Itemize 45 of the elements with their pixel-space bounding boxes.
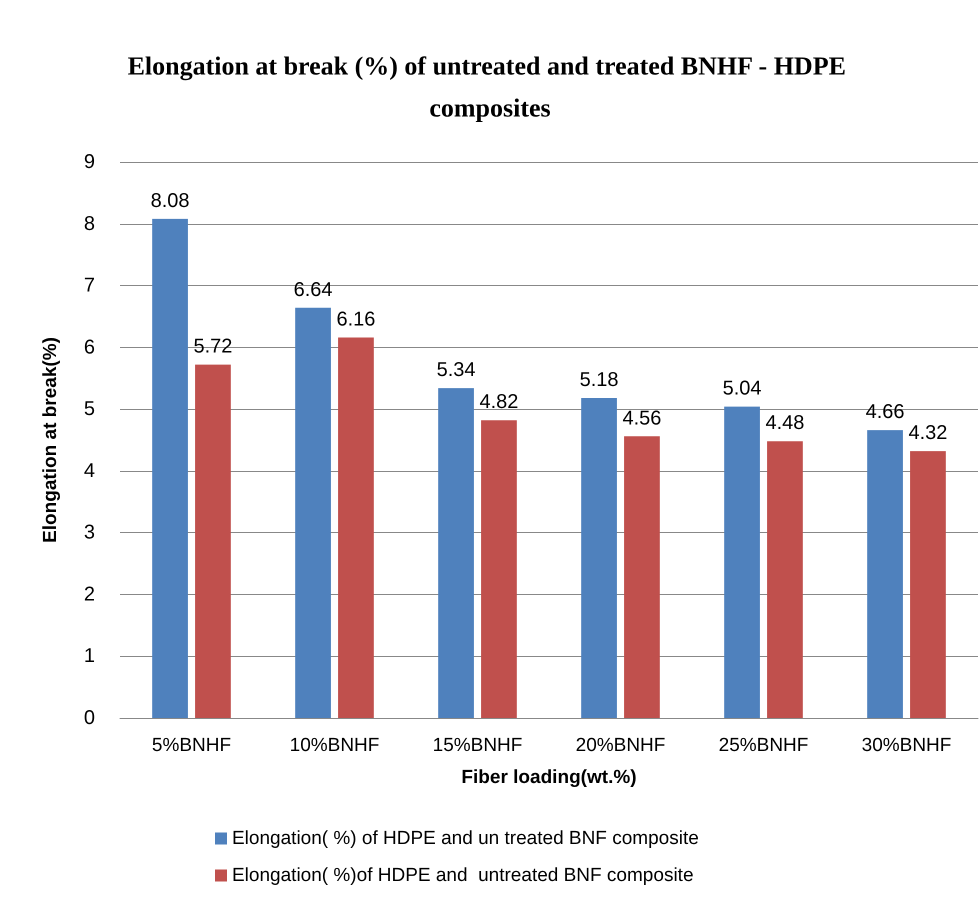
bar bbox=[152, 218, 188, 718]
legend-label: Elongation( %) of HDPE and un treated BNF composite bbox=[232, 828, 699, 849]
data-label: 5.34 bbox=[436, 359, 476, 382]
data-label: 6.64 bbox=[294, 278, 333, 301]
bar bbox=[295, 308, 331, 718]
y-tick-label: 4 bbox=[84, 460, 95, 482]
bar bbox=[767, 441, 803, 718]
y-tick-label: 1 bbox=[84, 645, 95, 668]
bar bbox=[438, 388, 474, 718]
bar bbox=[338, 337, 374, 718]
y-tick-label: 5 bbox=[84, 398, 95, 420]
data-label: 4.56 bbox=[622, 407, 662, 430]
bar bbox=[581, 398, 617, 718]
data-label: 4.48 bbox=[765, 412, 804, 434]
bar bbox=[910, 451, 946, 718]
bar bbox=[867, 430, 903, 718]
y-tick-label: 3 bbox=[84, 522, 95, 544]
legend-label: Elongation( %)of HDPE and untreated BNF composite bbox=[232, 865, 694, 886]
y-axis-title: Elongation at break(%) bbox=[40, 337, 61, 543]
x-tick-label: 5%BNHF bbox=[152, 735, 232, 756]
bar bbox=[624, 436, 660, 718]
data-label: 5.04 bbox=[722, 378, 762, 400]
data-label: 4.82 bbox=[479, 391, 518, 414]
y-tick-label: 9 bbox=[84, 151, 95, 173]
x-tick-label: 25%BNHF bbox=[718, 735, 808, 756]
x-tick-label: 10%BNHF bbox=[290, 735, 380, 756]
chart-title: Elongation at break (%) of untreated and treated BNHF - HDPE composites bbox=[128, 52, 852, 122]
bar bbox=[195, 364, 231, 718]
x-tick-label: 30%BNHF bbox=[862, 735, 952, 756]
y-tick-label: 0 bbox=[84, 707, 95, 729]
x-tick-label: 15%BNHF bbox=[432, 735, 522, 756]
data-label: 4.32 bbox=[908, 422, 948, 444]
y-tick-label: 6 bbox=[84, 336, 95, 358]
data-label: 5.72 bbox=[193, 336, 232, 358]
y-tick-label: 2 bbox=[84, 583, 95, 606]
y-tick-label: 7 bbox=[84, 274, 95, 297]
y-tick-label: 8 bbox=[84, 212, 95, 235]
bar bbox=[724, 406, 760, 718]
data-label: 6.16 bbox=[336, 308, 376, 330]
x-tick-label: 20%BNHF bbox=[576, 735, 666, 756]
data-label: 5.18 bbox=[580, 368, 619, 391]
x-axis-title: Fiber loading(wt.%) bbox=[461, 767, 637, 788]
data-label: 8.08 bbox=[150, 190, 190, 212]
bar bbox=[481, 420, 517, 718]
data-label: 4.66 bbox=[866, 401, 905, 424]
